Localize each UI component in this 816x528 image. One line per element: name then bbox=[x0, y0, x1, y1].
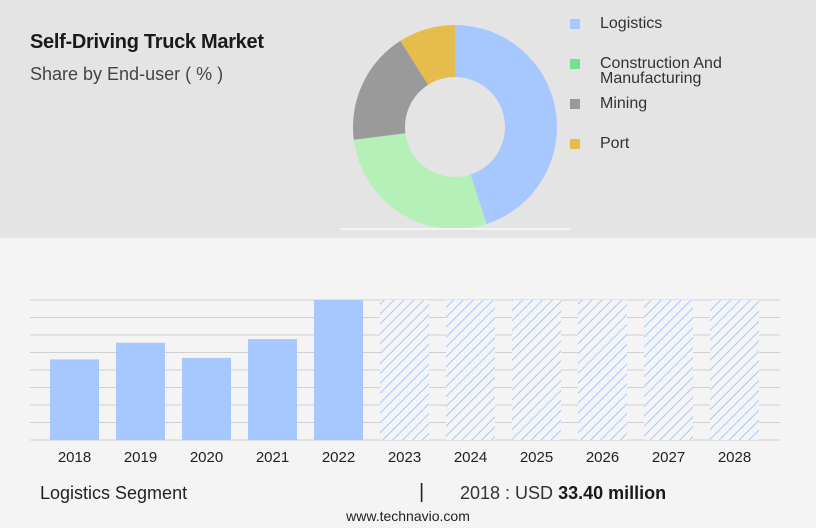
chart-subtitle: Share by End-user ( % ) bbox=[30, 64, 224, 84]
chart-title: Self-Driving Truck Market bbox=[30, 31, 264, 53]
x-tick-label: 2026 bbox=[586, 449, 619, 466]
x-tick-label: 2018 bbox=[58, 449, 91, 466]
forecast-bar-2027 bbox=[644, 300, 693, 440]
legend-label-construction: Construction And Manufacturing bbox=[600, 55, 722, 87]
legend-label-logistics: Logistics bbox=[600, 15, 663, 32]
donut-slice-construction bbox=[353, 133, 487, 230]
forecast-bar-2025 bbox=[512, 300, 561, 440]
donut-slice-logistics bbox=[455, 25, 558, 225]
x-tick-label: 2020 bbox=[190, 449, 223, 466]
forecast-bar-2024 bbox=[446, 300, 495, 440]
bar-2020 bbox=[182, 357, 231, 440]
legend-swatch-mining bbox=[570, 99, 580, 109]
legend-label-port: Port bbox=[600, 135, 630, 152]
forecast-bar-2028 bbox=[710, 300, 759, 440]
footer-value-prefix: 2018 : USD bbox=[460, 483, 554, 503]
forecast-bar-2026 bbox=[578, 300, 627, 440]
legend-swatch-port bbox=[570, 139, 580, 149]
bar-2018 bbox=[50, 359, 99, 440]
donut-chart bbox=[340, 25, 570, 230]
donut-slice-port bbox=[400, 25, 455, 85]
footer-value: 2018 : USD 33.40 million bbox=[460, 483, 666, 504]
x-tick-label: 2025 bbox=[520, 449, 553, 466]
x-tick-label: 2019 bbox=[124, 449, 157, 466]
legend-swatch-logistics bbox=[570, 19, 580, 29]
legend-swatch-construction bbox=[570, 59, 580, 69]
x-tick-label: 2028 bbox=[718, 449, 751, 466]
legend-label-mining: Mining bbox=[600, 95, 648, 112]
bar-2022 bbox=[314, 300, 363, 440]
bar-2019 bbox=[116, 342, 165, 440]
donut-slice-mining bbox=[353, 40, 429, 140]
donut-clip-edge bbox=[340, 228, 570, 230]
bar-chart: 2018 2019 2020 2021 2022 2023 2024 2025 2026 2027… bbox=[30, 299, 780, 466]
footer-url: www.technavio.com bbox=[346, 508, 470, 524]
x-tick-label: 2021 bbox=[256, 449, 289, 466]
x-tick-label: 2023 bbox=[388, 449, 421, 466]
x-tick-label: 2024 bbox=[454, 449, 487, 466]
footer-segment-label: Logistics Segment bbox=[40, 483, 188, 503]
footer-value-amount: 33.40 million bbox=[558, 483, 667, 503]
bar-2021 bbox=[248, 339, 297, 440]
x-tick-label: 2022 bbox=[322, 449, 355, 466]
forecast-bar-2023 bbox=[380, 300, 429, 440]
x-tick-label: 2027 bbox=[652, 449, 685, 466]
footer-divider: | bbox=[419, 481, 425, 503]
